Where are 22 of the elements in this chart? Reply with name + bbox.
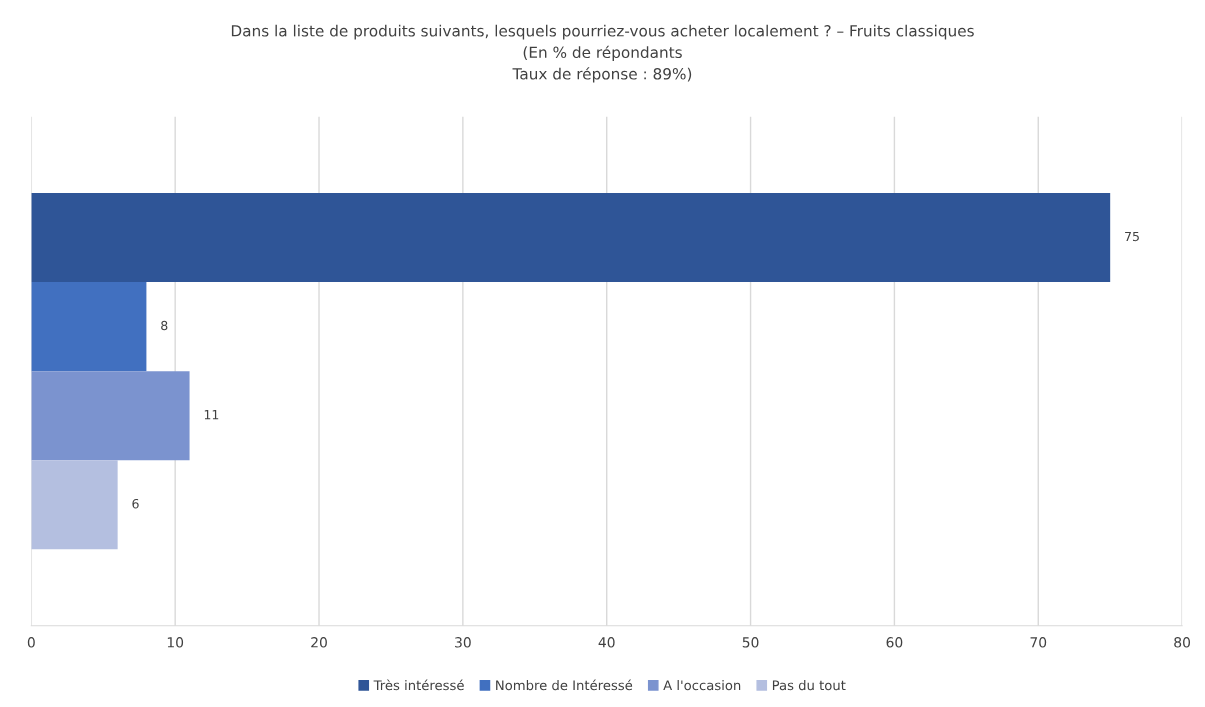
bar bbox=[31, 282, 147, 372]
legend-label: Nombre de Intéressé bbox=[496, 679, 633, 691]
data-label: 8 bbox=[161, 320, 168, 331]
x-tick-label: 50 bbox=[742, 637, 759, 648]
data-label: 75 bbox=[1125, 231, 1139, 242]
bar bbox=[31, 193, 1111, 283]
x-tick-label: 20 bbox=[311, 637, 327, 648]
legend-label: Très intéressé bbox=[373, 679, 464, 691]
x-tick-label: 10 bbox=[167, 637, 184, 648]
legend-label: A l'occasion bbox=[663, 679, 741, 691]
data-label: 11 bbox=[204, 410, 219, 420]
chart-title: Dans la liste de produits suivants, lesquels pourriez-vous acheter localement ? – Fruits classiques (En % de répondants Taux de réponse : 89%) bbox=[231, 24, 974, 83]
x-tick-label: 30 bbox=[455, 637, 471, 648]
x-tick-label: 70 bbox=[1030, 637, 1047, 648]
x-tick-label: 40 bbox=[598, 637, 615, 648]
legend-label: Pas du tout bbox=[772, 679, 846, 691]
bar bbox=[31, 371, 190, 461]
bar bbox=[31, 460, 118, 550]
x-tick-label: 60 bbox=[886, 637, 903, 648]
x-tick-label: 80 bbox=[1174, 637, 1191, 648]
data-label: 6 bbox=[132, 498, 139, 509]
x-tick-label: 0 bbox=[27, 637, 35, 648]
